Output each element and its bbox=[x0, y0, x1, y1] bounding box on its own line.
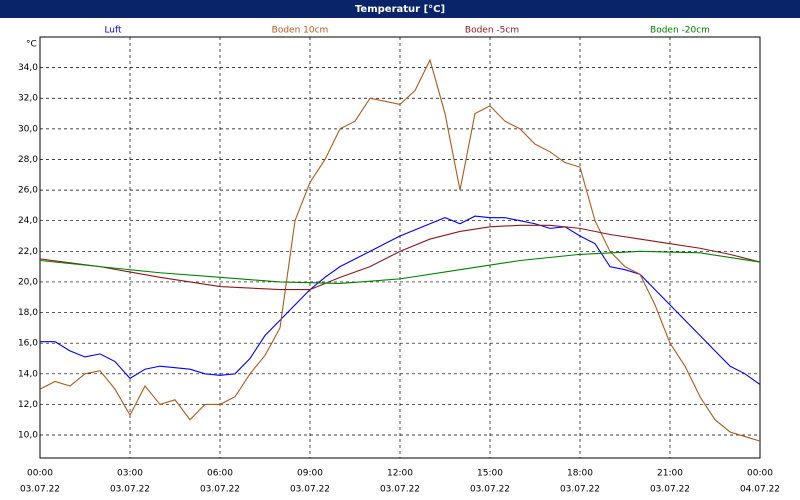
x-tick-date: 03.07.22 bbox=[380, 485, 420, 495]
x-tick-label: 06:00 bbox=[207, 469, 233, 479]
x-tick-date: 03.07.22 bbox=[20, 485, 60, 495]
x-tick-label: 12:00 bbox=[387, 469, 413, 479]
y-tick-label: 28,0 bbox=[18, 155, 38, 165]
y-unit: °C bbox=[26, 40, 37, 50]
y-tick-label: 16,0 bbox=[18, 339, 38, 349]
y-tick-label: 34,0 bbox=[18, 63, 38, 73]
legend-entry: Boden -20cm bbox=[650, 26, 710, 36]
legend-entry: Boden 10cm bbox=[272, 26, 329, 36]
title-bar bbox=[0, 0, 800, 18]
x-tick-label: 09:00 bbox=[297, 469, 323, 479]
x-tick-date: 03.07.22 bbox=[200, 485, 240, 495]
x-tick-label: 03:00 bbox=[117, 469, 143, 479]
y-tick-label: 30,0 bbox=[18, 124, 38, 134]
x-tick-date: 03.07.22 bbox=[470, 485, 510, 495]
y-tick-label: 12,0 bbox=[18, 400, 38, 410]
y-tick-label: 18,0 bbox=[18, 308, 38, 318]
x-tick-date: 03.07.22 bbox=[110, 485, 150, 495]
x-tick-date: 03.07.22 bbox=[290, 485, 330, 495]
y-tick-label: 10,0 bbox=[18, 431, 38, 441]
x-tick-date: 03.07.22 bbox=[560, 485, 600, 495]
y-tick-label: 26,0 bbox=[18, 186, 38, 196]
x-tick-label: 21:00 bbox=[657, 469, 683, 479]
series-line bbox=[39, 58, 761, 442]
series-line bbox=[39, 250, 761, 285]
x-tick-label: 00:00 bbox=[27, 469, 53, 479]
y-tick-label: 22,0 bbox=[18, 247, 38, 257]
x-tick-label: 00:00 bbox=[747, 469, 773, 479]
x-tick-label: 18:00 bbox=[567, 469, 593, 479]
x-tick-label: 15:00 bbox=[477, 469, 503, 479]
y-tick-label: 20,0 bbox=[18, 277, 38, 287]
y-tick-label: 32,0 bbox=[18, 94, 38, 104]
legend-entry: Boden -5cm bbox=[465, 26, 519, 36]
y-tick-label: 14,0 bbox=[18, 369, 38, 379]
legend-entry: Luft bbox=[104, 26, 122, 36]
series-line bbox=[39, 224, 761, 291]
x-tick-date: 04.07.22 bbox=[740, 485, 780, 495]
chart-title: Temperatur [°C] bbox=[355, 4, 445, 15]
y-tick-label: 24,0 bbox=[18, 216, 38, 226]
x-tick-date: 03.07.22 bbox=[650, 485, 690, 495]
